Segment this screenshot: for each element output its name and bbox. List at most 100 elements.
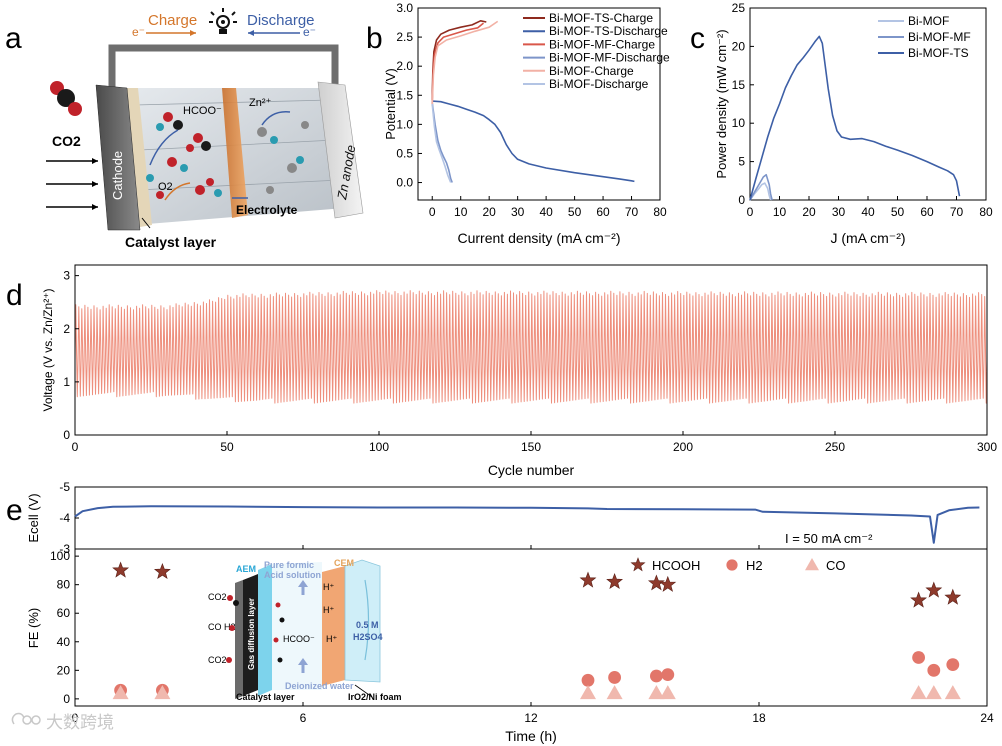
series-line: [749, 182, 772, 201]
y-axis-label-b: Potential (V): [383, 68, 398, 140]
y-tick-label: 100: [50, 549, 70, 563]
cycle-trace: [75, 290, 987, 404]
series-lines-b: [431, 20, 635, 183]
x-tick-label: 80: [653, 205, 667, 219]
x-tick-label: 50: [568, 205, 582, 219]
legend-marker: [630, 557, 646, 572]
watermark-logo-icon: [11, 712, 41, 725]
legend-label: Bi-MOF-MF-Discharge: [549, 51, 670, 65]
ecell-trace: [74, 505, 980, 544]
y-tick-label: 20: [732, 39, 746, 53]
x-tick-label: 10: [454, 205, 468, 219]
inset-proton-1: H⁺: [323, 582, 334, 592]
fe-marker-star: [153, 562, 171, 579]
membrane: [222, 88, 248, 218]
legend-label: Bi-MOF-TS-Charge: [549, 11, 653, 25]
y-axis-label-e-top: Ecell (V): [26, 493, 41, 542]
electron-left-label: e⁻: [132, 25, 145, 39]
y-tick-label: 0.0: [396, 176, 413, 190]
inset-co2-top: CO2: [208, 592, 227, 602]
x-tick-label: 30: [832, 205, 846, 219]
x-tick-label: 100: [369, 440, 389, 454]
fe-marker-star: [112, 561, 130, 578]
series-line: [749, 35, 961, 201]
x-tick-label: 150: [521, 440, 541, 454]
fe-marker-star: [944, 588, 962, 605]
zinc-ion-label: Zn²⁺: [249, 97, 272, 109]
fe-marker-triangle: [944, 685, 961, 700]
cathode-label: Cathode: [110, 151, 125, 200]
legend-label: CO: [826, 558, 846, 573]
panel-a-schematic: a e⁻ Charge Discharge e⁻ CO2: [5, 8, 364, 250]
axes-e-bottom: 0 6 12 18 24 0 20 40 60 80 100: [50, 549, 994, 725]
legend-e: HCOOH H2 CO: [630, 557, 846, 573]
charge-arrow-head: [190, 30, 196, 36]
fe-marker-triangle: [925, 685, 942, 700]
x-tick-label: 10: [773, 205, 787, 219]
axes-e-top: -3 -4 -5: [59, 480, 988, 556]
pure-formic-label-2: Acid solution: [264, 570, 321, 580]
catalyst-layer-label: Catalyst layer: [125, 234, 217, 250]
zn-anode-electrode: [317, 81, 364, 219]
external-wire: [108, 44, 339, 88]
fe-marker-star: [910, 591, 928, 608]
light-bulb-icon: [209, 8, 237, 34]
panel-e-flow-cell: e -3 -4 -5 0 6 12 18 24 0 20 40 60 80 100 HCOOH H2 CO …: [6, 480, 994, 744]
cem-label: CEM: [334, 558, 354, 568]
y-tick-label: 2.5: [396, 30, 413, 44]
inset-catalyst-layer: [235, 580, 243, 699]
legend-label: Bi-MOF: [908, 14, 949, 28]
x-tick-label: 50: [220, 440, 234, 454]
y-tick-label: 1: [63, 375, 70, 389]
legend-label: Bi-MOF-Charge: [549, 64, 634, 78]
x-tick-label: 30: [511, 205, 525, 219]
y-tick-label: 0: [738, 193, 745, 207]
inset-co-h2: CO H2: [208, 622, 236, 632]
y-tick-label: 1.0: [396, 117, 413, 131]
y-tick-label: 0: [63, 428, 70, 442]
watermark-text: 大数跨境: [46, 713, 114, 732]
flow-cell-inset: Gas diffusion layer AEM Pure formic Acid…: [208, 558, 402, 702]
formic-chamber: [272, 562, 322, 690]
y-tick-label: 60: [57, 606, 71, 620]
legend-label: Bi-MOF-TS: [908, 46, 969, 60]
x-tick-label: 200: [673, 440, 693, 454]
panel-label-d: d: [6, 279, 23, 312]
x-tick-label: 18: [752, 711, 766, 725]
y-tick-label: 3.0: [396, 1, 413, 15]
panel-label-c: c: [690, 22, 705, 55]
pure-formic-label-1: Pure formic: [264, 560, 314, 570]
plot-frame-b: [417, 7, 661, 201]
inset-co2-bottom: CO2: [208, 655, 227, 665]
gas-diffusion-layer: [243, 574, 258, 696]
discharge-arrow-head: [248, 30, 254, 36]
oxygen-label: O2: [158, 181, 173, 193]
inflow-arrows: [46, 158, 98, 210]
x-tick-label: 70: [950, 205, 964, 219]
x-tick-label: 0: [72, 711, 79, 725]
legend-label: Bi-MOF-MF-Charge: [549, 37, 655, 51]
fe-marker-triangle: [154, 685, 171, 700]
inset-catalyst-label: Catalyst layer: [236, 692, 295, 702]
legend-label: HCOOH: [652, 558, 700, 573]
fe-marker-triangle: [580, 685, 596, 700]
fe-markers: [112, 561, 962, 700]
fe-marker-circle: [608, 671, 621, 684]
y-axis-label-d: Voltage (V vs. Zn/Zn²⁺): [41, 288, 55, 411]
fe-marker-circle: [661, 668, 675, 681]
cycle-trace-d: [75, 290, 987, 404]
x-tick-label: 80: [979, 205, 993, 219]
x-tick-label: 40: [539, 205, 553, 219]
iro2-label: IrO2/Ni foam: [348, 692, 402, 702]
y-tick-label: 40: [57, 635, 71, 649]
fe-marker-circle: [650, 669, 663, 683]
fe-marker-circle: [912, 651, 925, 664]
legend-label: Bi-MOF-TS-Discharge: [549, 24, 668, 38]
aem-membrane: [258, 564, 272, 696]
series-line: [431, 102, 453, 183]
fe-marker-triangle: [112, 685, 129, 700]
y-tick-label: -4: [59, 511, 70, 525]
fe-marker-triangle: [910, 685, 927, 700]
current-annotation: I = 50 mA cm⁻²: [785, 531, 873, 546]
watermark: 大数跨境: [11, 712, 114, 732]
